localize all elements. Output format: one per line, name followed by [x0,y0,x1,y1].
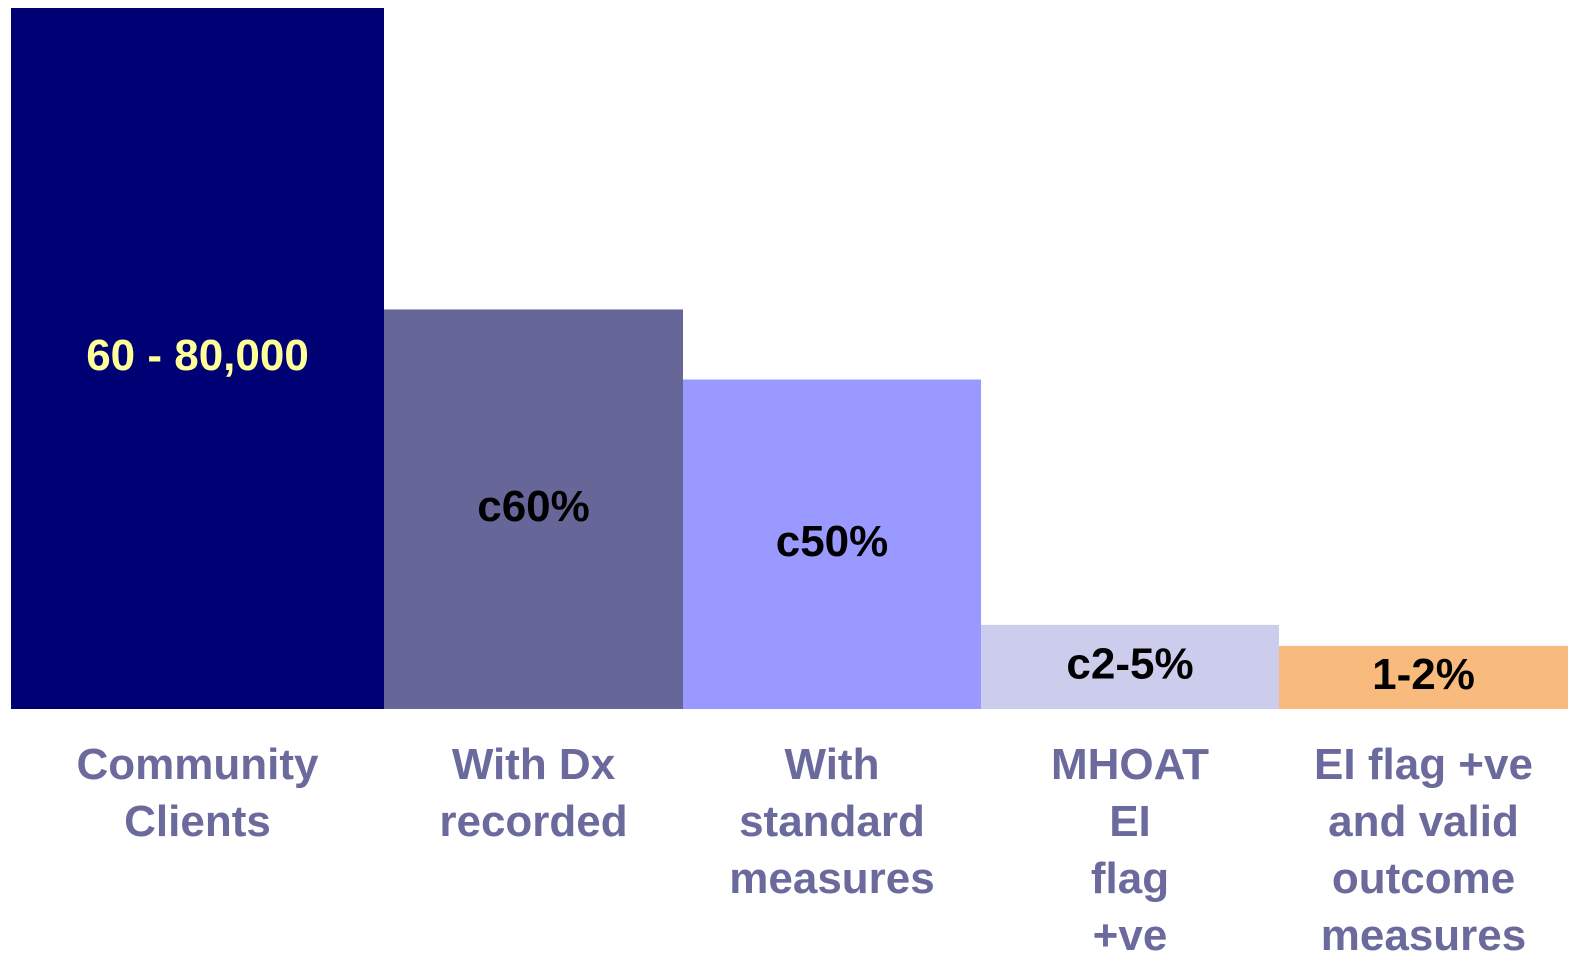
category-label: Community Clients [76,740,319,846]
bar-label: c2-5% [1066,640,1193,689]
bar-label: 60 - 80,000 [86,331,309,380]
bar [1279,645,1568,709]
bar [384,309,683,709]
bar-label: 1-2% [1372,650,1475,699]
category-label: EI flag +ve and valid outcome measures [1314,740,1533,960]
bar-label: c60% [477,482,590,531]
category-label: With Dx recorded [439,740,628,846]
bar-label: c50% [776,517,889,566]
bar [11,8,384,709]
bar [981,624,1279,709]
category-label: With standard measures [729,740,935,903]
category-label: MHOAT EI flag +ve [1050,740,1210,960]
bar [683,379,981,709]
